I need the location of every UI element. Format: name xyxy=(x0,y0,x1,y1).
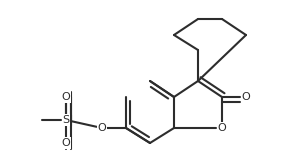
Text: O: O xyxy=(218,123,226,133)
Text: S: S xyxy=(62,115,70,125)
Text: O: O xyxy=(98,123,106,133)
Text: O: O xyxy=(242,92,250,102)
Text: O: O xyxy=(62,138,70,148)
Text: O: O xyxy=(62,92,70,102)
